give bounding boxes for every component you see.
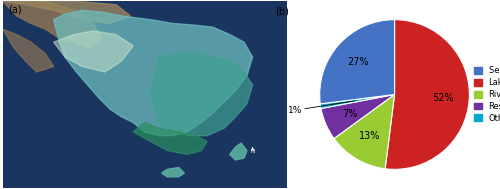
Polygon shape xyxy=(54,31,133,72)
Wedge shape xyxy=(321,94,394,139)
Polygon shape xyxy=(2,29,54,72)
Wedge shape xyxy=(334,94,394,169)
Polygon shape xyxy=(2,1,102,48)
Polygon shape xyxy=(150,53,252,136)
Polygon shape xyxy=(2,1,130,23)
Text: (a): (a) xyxy=(8,5,22,15)
Polygon shape xyxy=(162,167,184,177)
Text: (b): (b) xyxy=(275,6,288,16)
Text: 7%: 7% xyxy=(342,109,357,119)
Polygon shape xyxy=(230,143,247,160)
Polygon shape xyxy=(54,10,252,136)
Text: 1%: 1% xyxy=(288,106,302,115)
Text: 52%: 52% xyxy=(432,93,454,103)
Legend: Sea area, Lake, River, Reservoir, Others: Sea area, Lake, River, Reservoir, Others xyxy=(474,66,500,123)
Polygon shape xyxy=(133,122,207,154)
Text: 27%: 27% xyxy=(347,57,369,67)
Text: N: N xyxy=(250,148,254,154)
Text: 13%: 13% xyxy=(359,131,380,141)
Wedge shape xyxy=(385,20,469,169)
Wedge shape xyxy=(320,94,394,108)
Wedge shape xyxy=(320,20,394,104)
